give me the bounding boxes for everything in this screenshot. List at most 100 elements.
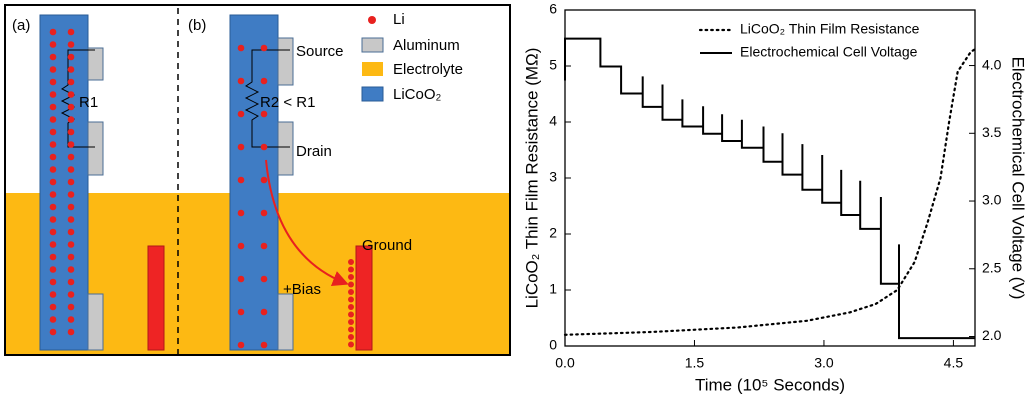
li-ion: [348, 281, 354, 288]
li-ion: [67, 166, 75, 173]
li-ion: [348, 296, 354, 303]
y2-tick-label: 3.0: [982, 192, 1002, 208]
li-ion: [67, 78, 75, 86]
li-ion: [237, 341, 245, 349]
li-ion: [67, 278, 75, 286]
x-tick-label: 0.0: [555, 355, 575, 371]
li-ion: [348, 259, 354, 265]
li-ion: [49, 216, 57, 223]
li-ion: [237, 209, 245, 217]
li-ion: [348, 266, 354, 273]
li-ion: [67, 253, 75, 261]
li-ion: [260, 110, 268, 118]
li-ion: [260, 275, 268, 283]
li-ion: [237, 275, 245, 283]
ground-label: Ground: [362, 237, 412, 254]
legend-label: Li: [393, 11, 405, 28]
li-ion: [49, 103, 57, 111]
li-ion: [260, 308, 268, 316]
legend-label: Electrochemical Cell Voltage: [740, 44, 918, 60]
li-ion: [49, 316, 57, 323]
panel-label: (a): [12, 17, 30, 34]
licoo2-film: [229, 14, 279, 351]
legend-label: LiCoO₂ Thin Film Resistance: [740, 21, 920, 37]
resistor: [60, 49, 95, 148]
y2-axis-label: Electrochemical Cell Voltage (V): [1009, 57, 1028, 300]
li-ion: [237, 308, 245, 316]
li-ion: [67, 203, 75, 211]
li-ion: [67, 178, 75, 186]
aluminum-contact: [87, 293, 104, 351]
panel-label: (b): [188, 17, 206, 34]
y2-tick-label: 4.0: [982, 56, 1002, 72]
li-ion: [67, 28, 75, 36]
li-ion: [49, 78, 57, 86]
li-ion: [49, 91, 57, 98]
counter-electrode: [355, 245, 373, 351]
li-ion: [49, 116, 57, 123]
li-ion: [348, 311, 354, 318]
li-ion: [260, 209, 268, 217]
li-ion: [237, 242, 245, 250]
li-ion: [67, 116, 75, 123]
li-ion: [67, 241, 75, 248]
x-tick-label: 1.5: [685, 355, 705, 371]
li-ion: [67, 103, 75, 111]
y-tick-label: 4: [549, 113, 557, 129]
li-ion: [67, 228, 75, 236]
bias-label: +Bias: [283, 281, 321, 298]
plot-frame: [564, 9, 976, 347]
li-ion: [49, 28, 57, 36]
resistor-label: R2 < R1: [260, 94, 315, 111]
li-ion: [348, 326, 354, 333]
legend-swatch: [362, 62, 383, 76]
li-ion: [67, 328, 75, 336]
li-ion: [49, 228, 57, 236]
li-ion: [49, 328, 57, 336]
li-ion: [260, 77, 268, 85]
li-ion: [49, 266, 57, 273]
li-ion: [49, 303, 57, 311]
li-ion: [260, 341, 268, 349]
li-ion: [67, 266, 75, 273]
y-tick-label: 5: [549, 57, 557, 73]
legend-label: LiCoO₂: [393, 86, 442, 103]
li-ion: [348, 304, 354, 310]
li-ion: [49, 203, 57, 211]
aluminum-contact: [277, 37, 294, 86]
y-tick-label: 0: [549, 337, 557, 353]
legend-label: Aluminum: [393, 37, 460, 54]
y2-tick-label: 2.5: [982, 259, 1002, 275]
li-ion: [260, 242, 268, 250]
legend-swatch: [361, 37, 384, 53]
resistor-label: R1: [79, 94, 98, 111]
licoo2-film: [39, 14, 89, 351]
aluminum-contact: [87, 47, 104, 81]
li-ion: [348, 334, 354, 340]
ion-arrow: [265, 159, 349, 286]
y-tick-label: 1: [549, 281, 557, 297]
li-ion: [67, 153, 75, 161]
li-ion: [49, 166, 57, 173]
li-ion: [49, 291, 57, 298]
li-ion: [49, 153, 57, 161]
li-ion: [237, 143, 245, 151]
li-ion: [67, 141, 75, 148]
y-tick-label: 3: [549, 169, 557, 185]
x-axis-label: Time (10⁵ Seconds): [695, 375, 845, 394]
legend-swatch: [368, 16, 376, 24]
li-ion: [348, 289, 354, 295]
counter-electrode: [147, 245, 165, 351]
li-ion: [49, 53, 57, 61]
y2-tick-label: 3.5: [982, 124, 1002, 140]
li-ion: [67, 53, 75, 61]
li-ion: [49, 278, 57, 286]
li-ion: [49, 178, 57, 186]
resistor: [244, 49, 290, 148]
li-ion: [237, 77, 245, 85]
li-ion: [49, 66, 57, 73]
li-ion: [260, 44, 268, 52]
legend-label: Electrolyte: [393, 61, 463, 78]
li-ion: [67, 216, 75, 223]
